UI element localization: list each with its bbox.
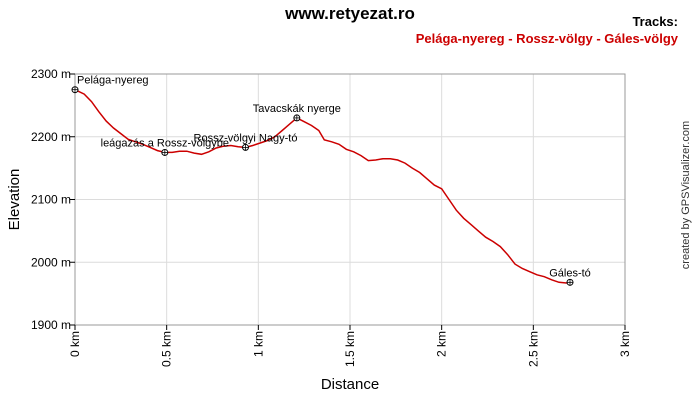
y-tick-label: 2000 m bbox=[31, 255, 71, 269]
waypoint: Pelága-nyereg bbox=[71, 75, 149, 94]
x-tick-label: 2.5 km bbox=[526, 331, 540, 367]
y-tick-label: 2300 m bbox=[31, 67, 71, 81]
y-tick-label: 2100 m bbox=[31, 193, 71, 207]
waypoint-label: leágazás a Rossz-völgybe bbox=[101, 137, 229, 149]
y-tick-label: 1900 m bbox=[31, 318, 71, 332]
waypoint-label: Tavacskák nyerge bbox=[253, 103, 341, 115]
elevation-line bbox=[74, 89, 571, 284]
y-tick-label: 2200 m bbox=[31, 130, 71, 144]
waypoint: Gáles-tó bbox=[549, 267, 591, 286]
waypoint: leágazás a Rossz-völgybe bbox=[101, 137, 229, 156]
x-tick-label: 3 km bbox=[618, 331, 632, 357]
x-tick-label: 0.5 km bbox=[160, 331, 174, 367]
y-axis-ticks: 1900 m 2000 m 2100 m 2200 m 2300 m bbox=[31, 67, 75, 332]
x-axis-ticks: 0 km 0.5 km 1 km 1.5 km 2 km 2.5 km 3 km bbox=[68, 325, 632, 367]
x-tick-label: 1.5 km bbox=[343, 331, 357, 367]
y-axis-label: Elevation bbox=[6, 169, 23, 231]
track-name: Pelága-nyereg - Rossz-völgy - Gáles-völg… bbox=[415, 31, 678, 46]
x-tick-label: 2 km bbox=[435, 331, 449, 357]
waypoint: Rossz-völgyi Nagy-tó bbox=[194, 132, 298, 151]
x-tick-label: 1 km bbox=[251, 331, 265, 357]
waypoint-label: Gáles-tó bbox=[549, 267, 591, 279]
waypoint-label: Pelága-nyereg bbox=[77, 75, 149, 87]
x-axis-label: Distance bbox=[321, 376, 379, 393]
waypoint: Tavacskák nyerge bbox=[253, 103, 341, 122]
x-tick-label: 0 km bbox=[68, 331, 82, 357]
site-title: www.retyezat.ro bbox=[285, 4, 415, 23]
waypoints: Pelága-nyereg leágazás a Rossz-völgybeRos… bbox=[71, 75, 591, 286]
waypoint-label: Rossz-völgyi Nagy-tó bbox=[194, 132, 298, 144]
grid bbox=[74, 73, 626, 326]
tracks-heading: Tracks: bbox=[632, 14, 678, 29]
